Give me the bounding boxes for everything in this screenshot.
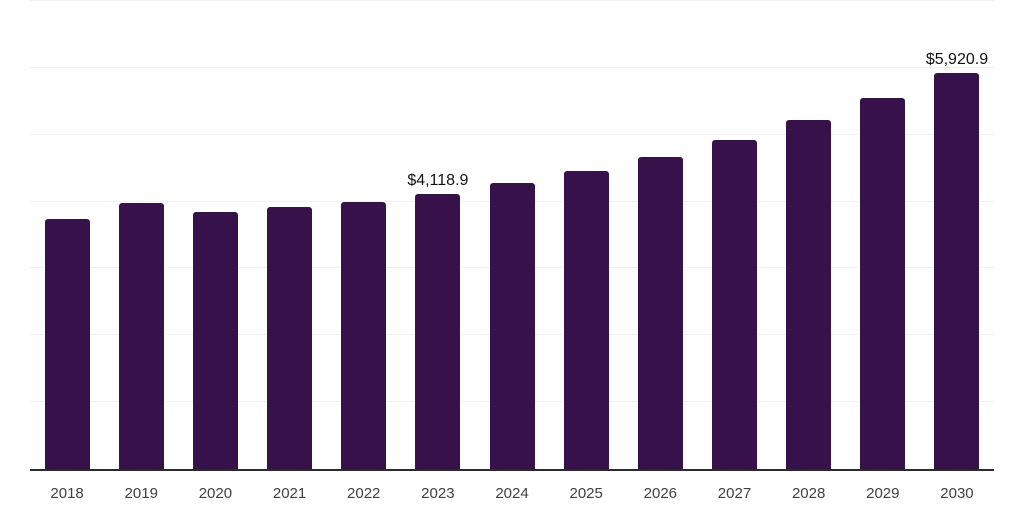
x-tick-label: 2029 [866, 485, 900, 502]
bar-2029 [860, 97, 906, 469]
x-tick-label: 2020 [198, 485, 233, 502]
bar-2021 [267, 206, 313, 469]
bar-2023: $4,118.9 [407, 172, 468, 469]
gridline [30, 0, 994, 1]
x-tick-label: 2019 [124, 485, 158, 502]
bar-band [104, 1, 178, 469]
bar-2024 [489, 182, 535, 469]
bar-band [252, 1, 326, 469]
bar-2020 [192, 212, 238, 469]
x-tick-label: 2024 [495, 485, 529, 502]
x-tick-label: 2022 [347, 485, 381, 502]
x-axis-line [30, 469, 994, 471]
bar-2026 [637, 156, 683, 469]
bar-band [772, 1, 846, 469]
bar-band [623, 1, 697, 469]
bar-2025 [563, 170, 609, 469]
bar-2028 [786, 120, 832, 469]
x-axis-labels: 2018 2019 2020 2021 2022 2023 2024 2025 2026 2027… [30, 486, 994, 501]
x-tick-label: 2018 [50, 485, 84, 502]
bar-band: $5,920.9 [920, 1, 994, 469]
gridline [30, 133, 994, 135]
x-tick-label: 2027 [717, 485, 752, 502]
x-tick-label: 2030 [940, 485, 974, 502]
x-tick-label: 2023 [421, 485, 455, 502]
bar-band [327, 1, 401, 469]
x-tick-label: 2021 [272, 485, 307, 502]
bar-2022 [341, 202, 387, 469]
bar-value-label: $5,920.9 [925, 51, 989, 69]
bars: $4,118.9 $5,920.9 [30, 1, 994, 469]
bar-value-label: $4,118.9 [407, 171, 469, 189]
x-tick-label: 2025 [569, 485, 603, 502]
bar-2018 [44, 219, 90, 469]
bar-band [30, 1, 104, 469]
bar-band [475, 1, 549, 469]
plot-area: $4,118.9 $5,920.9 [30, 0, 994, 469]
x-tick-label: 2028 [791, 485, 826, 502]
bar-2030: $5,920.9 [926, 52, 988, 469]
bar-2019 [118, 202, 164, 469]
bar-band [846, 1, 920, 469]
bar-band: $4,118.9 [401, 1, 475, 469]
x-tick-label: 2026 [643, 485, 678, 502]
bar-band [697, 1, 771, 469]
bar-band [549, 1, 623, 469]
bar-band [178, 1, 252, 469]
bar-2027 [711, 140, 757, 469]
gridline [30, 66, 994, 68]
